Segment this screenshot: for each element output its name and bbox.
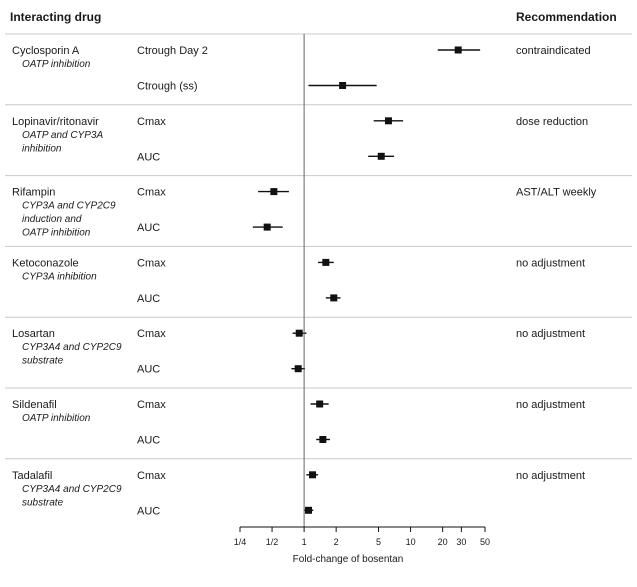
point-estimate [377,152,385,160]
x-tick-label: 1/2 [266,537,279,547]
parameter-label: Cmax [137,257,166,269]
drug-name: Rifampin [12,187,55,199]
recommendation-text: no adjustment [516,470,585,482]
mechanism-text: OATP inhibition [22,59,91,70]
drug-name: Ketoconazole [12,257,79,269]
x-tick-label: 20 [438,537,448,547]
mechanism-text: induction and [22,214,82,225]
point-estimate [330,294,338,302]
parameter-label: AUC [137,293,160,305]
x-axis-label: Fold-change of bosentan [293,554,404,565]
drug-name: Sildenafil [12,399,57,411]
x-tick-label: 5 [376,537,381,547]
point-estimate [295,329,303,337]
drug-group: Lopinavir/ritonavir OATP and CYP3A inhibit… [5,116,632,177]
point-estimate [316,400,324,408]
parameter-label: Cmax [137,116,166,128]
point-estimate [270,188,278,196]
x-tick-label: 1 [302,537,307,547]
mechanism-text: substrate [22,497,64,508]
x-tick-label: 2 [334,537,339,547]
mechanism-text: substrate [22,356,64,367]
recommendation-text: no adjustment [516,257,585,269]
parameter-label: Cmax [137,399,166,411]
drug-name: Losartan [12,328,55,340]
drug-group: Sildenafil OATP inhibition no adjustment Cm… [5,399,632,460]
drug-group: Rifampin CYP3A and CYP2C9 induction and OAT… [5,187,632,247]
point-estimate [294,365,302,373]
drug-group: Losartan CYP3A4 and CYP2C9 substrate no adj… [5,328,632,389]
parameter-label: Cmax [137,328,166,340]
recommendation-text: contraindicated [516,45,591,57]
x-tick-label: 10 [406,537,416,547]
mechanism-text: OATP inhibition [22,413,91,424]
mechanism-text: CYP3A4 and CYP2C9 [22,342,122,353]
mechanism-text: CYP3A and CYP2C9 [22,201,116,212]
drug-name: Lopinavir/ritonavir [12,116,99,128]
parameter-label: Cmax [137,470,166,482]
recommendation-text: no adjustment [516,399,585,411]
recommendation-text: no adjustment [516,328,585,340]
parameter-label: AUC [137,364,160,376]
mechanism-text: OATP inhibition [22,228,91,239]
header-recommendation: Recommendation [516,10,617,24]
drug-group: Tadalafil CYP3A4 and CYP2C9 substrate no ad… [12,470,585,518]
x-tick-label: 1/4 [234,537,247,547]
parameter-label: Cmax [137,187,166,199]
parameter-label: AUC [137,222,160,234]
drug-group: Cyclosporin A OATP inhibition contraindica… [5,45,632,106]
point-estimate [454,46,462,54]
point-estimate [319,436,327,443]
point-estimate [322,258,330,266]
point-estimate [309,471,317,479]
point-estimate [305,506,313,514]
mechanism-text: CYP3A inhibition [22,271,97,282]
drug-name: Tadalafil [12,470,52,482]
recommendation-text: dose reduction [516,116,588,128]
mechanism-text: OATP and CYP3A [22,130,103,141]
drug-name: Cyclosporin A [12,45,80,57]
point-estimate [339,82,347,89]
point-estimate [384,117,392,125]
mechanism-text: inhibition [22,143,62,154]
x-tick-label: 30 [456,537,466,547]
drug-group: Ketoconazole CYP3A inhibition no adjustmen… [5,257,632,318]
x-tick-label: 50 [480,537,490,547]
forest-rows: Cyclosporin A OATP inhibition contraindica… [5,33,632,518]
parameter-label: Ctrough Day 2 [137,45,208,57]
parameter-label: Ctrough (ss) [137,81,198,93]
parameter-label: AUC [137,505,160,517]
x-axis: 1/4 1/2 1 2 5 10 20 30 50 [234,34,490,547]
mechanism-text: CYP3A4 and CYP2C9 [22,484,122,495]
recommendation-text: AST/ALT weekly [516,187,597,199]
parameter-label: AUC [137,151,160,163]
parameter-label: AUC [137,435,160,447]
point-estimate [263,223,271,231]
header-interacting-drug: Interacting drug [10,10,101,24]
